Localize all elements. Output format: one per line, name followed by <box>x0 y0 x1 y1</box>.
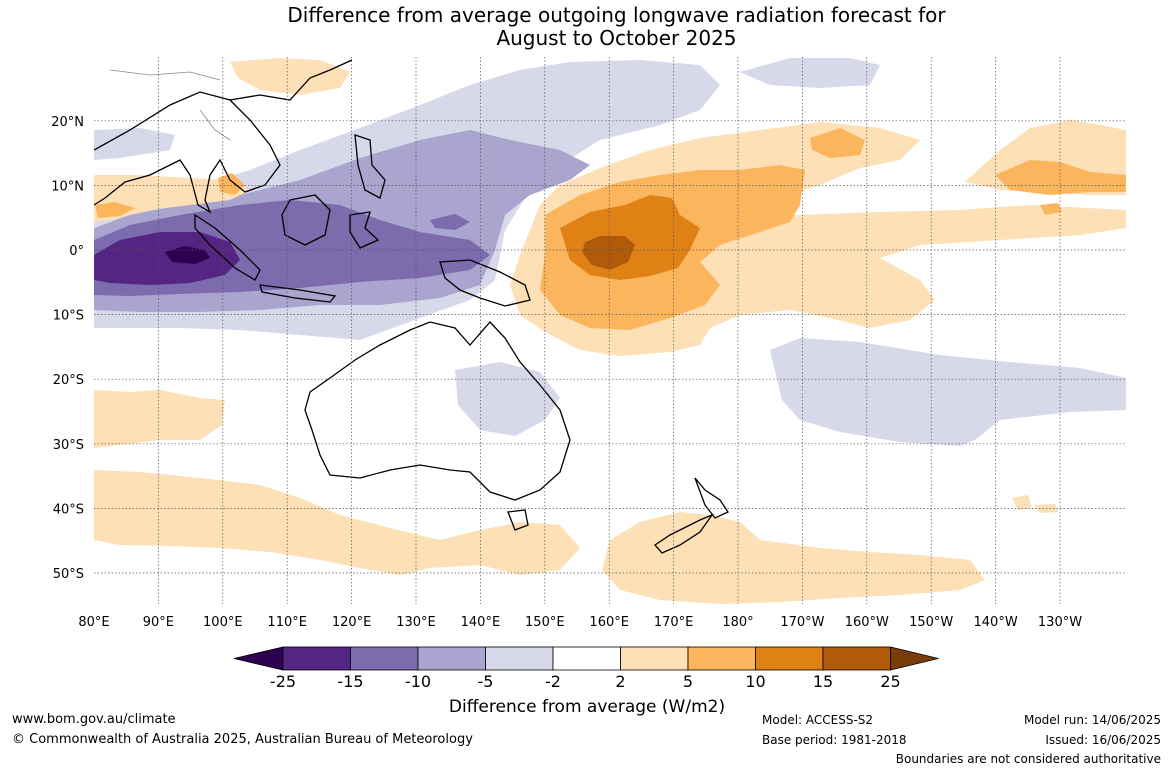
copyright-text: © Commonwealth of Australia 2025, Austra… <box>12 732 473 747</box>
longitude-label: 130°E <box>396 615 436 630</box>
sulawesi-coastline <box>349 211 380 249</box>
longitude-label: 160°W <box>845 615 889 630</box>
colorbar-tick-label: 10 <box>745 672 765 691</box>
base-period-text: Base period: 1981-2018 <box>762 733 907 747</box>
colorbar-title: Difference from average (W/m2) <box>449 697 725 717</box>
anomaly-region-purple-pale-4 <box>455 362 560 436</box>
longitude-labels: 80°E 90°E 100°E 110°E 120°E 130°E 140°E 150°E 16… <box>78 615 1082 630</box>
model-text: Model: ACCESS-S2 <box>762 713 874 727</box>
latitude-label: 40°S <box>53 502 84 517</box>
anomaly-region-orange-dark <box>582 236 635 270</box>
anomaly-region-orange-light-2 <box>810 128 865 158</box>
title-line-2: August to October 2025 <box>496 26 737 50</box>
latitude-label: 10°N <box>51 179 84 194</box>
australia-coastline <box>304 321 571 501</box>
colorbar-tick-label: -25 <box>270 672 296 691</box>
anomaly-region-purple-pale-2 <box>740 58 880 88</box>
anomaly-region-purple-mid-2 <box>430 214 470 230</box>
colorbar-max-extension <box>890 646 939 671</box>
longitude-label: 170°E <box>654 615 694 630</box>
colorbar-segment <box>620 646 689 671</box>
colorbar-segment <box>687 646 756 671</box>
latitude-label: 50°S <box>53 567 84 582</box>
anomaly-region-orange-pale-7 <box>230 58 350 95</box>
map-field <box>94 57 1126 604</box>
new-guinea-coastline <box>439 259 531 307</box>
longitude-label: 110°E <box>267 615 307 630</box>
longitude-label: 100°E <box>203 615 243 630</box>
longitude-label: 140°E <box>461 615 501 630</box>
disclaimer-text: Boundaries are not considered authoritat… <box>895 752 1161 766</box>
latitude-labels: 20°N 10°N 0° 10°S 20°S 30°S 40°S 50°S <box>51 115 84 582</box>
anomaly-region-purple-dark <box>94 232 240 285</box>
colorbar-segment <box>822 646 891 671</box>
website-text: www.bom.gov.au/climate <box>12 712 176 727</box>
java-coastline <box>259 284 337 303</box>
colorbar-tick-label: -2 <box>545 672 561 691</box>
southeast-asia-coastline <box>94 91 281 214</box>
anomaly-region-orange-pale-5 <box>94 470 580 575</box>
new-zealand-north-coastline <box>694 477 729 519</box>
longitude-label: 90°E <box>143 615 174 630</box>
colorbar-segment <box>350 646 419 671</box>
gridlines <box>94 57 1126 604</box>
title-line-1: Difference from average outgoing longwav… <box>287 3 946 27</box>
colorbar-segment <box>417 646 486 671</box>
colorbar-tick-label: 15 <box>813 672 833 691</box>
latitude-label: 0° <box>69 244 84 259</box>
anomaly-region-purple-pale-5 <box>94 128 175 160</box>
colorbar-tick-label: 5 <box>683 672 693 691</box>
anomaly-region-orange-pale-4 <box>94 390 225 448</box>
borders <box>109 69 231 141</box>
longitude-label: 80°E <box>78 615 109 630</box>
colorbar-segment <box>552 646 621 671</box>
coastlines <box>94 59 729 554</box>
latitude-label: 10°S <box>53 309 84 324</box>
latitude-label: 30°S <box>53 438 84 453</box>
longitude-label: 140°W <box>974 615 1018 630</box>
tasmania-coastline <box>507 509 529 531</box>
longitude-label: 150°W <box>909 615 953 630</box>
sumatra-coastline <box>194 213 261 281</box>
colorbar-segment <box>485 646 554 671</box>
longitude-label: 130°W <box>1038 615 1082 630</box>
issued-text: Issued: 16/06/2025 <box>1045 733 1161 747</box>
colorbar-segment <box>282 646 351 671</box>
colorbar-tick-label: -15 <box>337 672 363 691</box>
latitude-label: 20°S <box>53 373 84 388</box>
anomaly-region-orange-light-5 <box>218 173 245 195</box>
latitude-label: 20°N <box>51 115 84 130</box>
map-title: Difference from average outgoing longwav… <box>0 4 1173 50</box>
longitude-label: 120°E <box>332 615 372 630</box>
anomaly-region-orange-pale-6 <box>602 512 985 604</box>
china-coastline <box>229 59 353 101</box>
colorbar-tick-label: 2 <box>615 672 625 691</box>
anomaly-region-purple-darkest <box>165 246 210 264</box>
new-zealand-south-coastline <box>654 513 714 554</box>
colorbar-tick-label: -10 <box>405 672 431 691</box>
longitude-label: 160°E <box>589 615 629 630</box>
anomaly-region-purple-pale-3 <box>770 338 1126 446</box>
colorbar-tick-label: -5 <box>478 672 494 691</box>
model-run-text: Model run: 14/06/2025 <box>1023 713 1161 727</box>
colorbar-tick-label: 25 <box>880 672 900 691</box>
anomaly-region-orange-light-3 <box>995 160 1126 195</box>
longitude-label: 150°E <box>525 615 565 630</box>
colorbar-min-extension <box>233 646 284 671</box>
longitude-label: 180° <box>722 615 753 630</box>
longitude-label: 170°W <box>780 615 824 630</box>
borneo-coastline <box>281 194 331 246</box>
philippines-coastline <box>354 134 386 199</box>
colorbar-segment <box>755 646 824 671</box>
anomaly-region-orange-pale-3 <box>94 175 250 222</box>
